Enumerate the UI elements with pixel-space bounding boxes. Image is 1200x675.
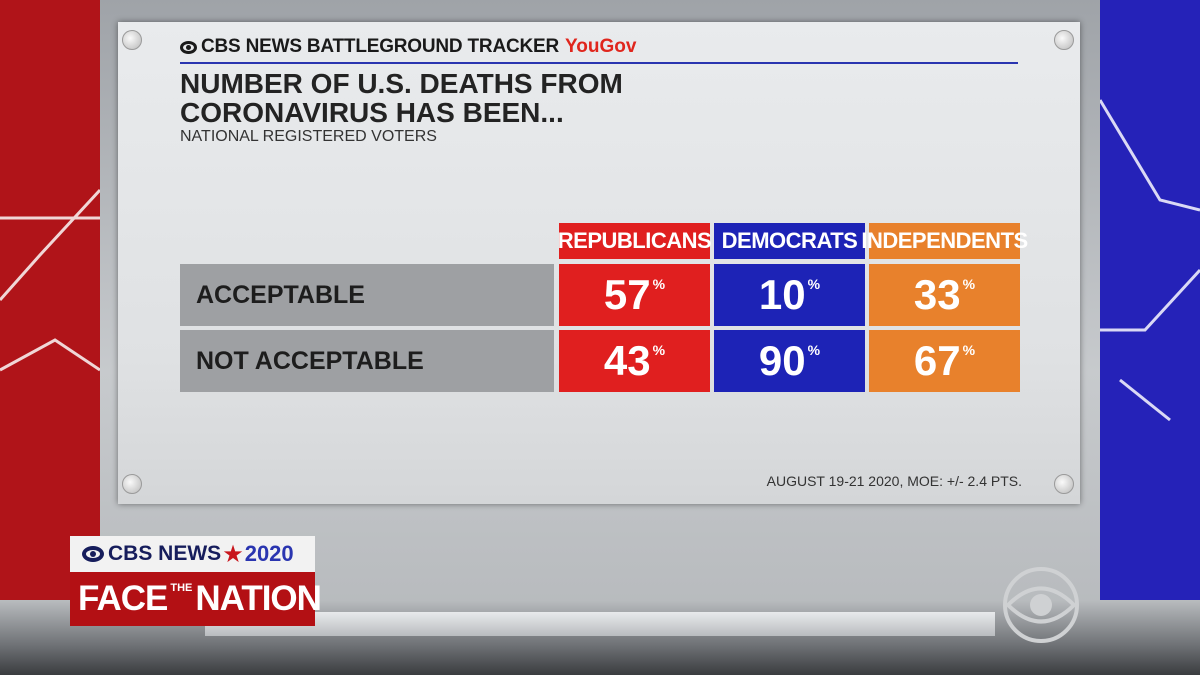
value-label: 33: [913, 271, 961, 318]
floor-strip: [205, 612, 995, 636]
star-outline-right-icon: [1100, 99, 1200, 422]
studio-red-panel: [0, 0, 100, 600]
star-icon: ★: [222, 540, 244, 568]
cbs-eye-icon: [82, 546, 104, 562]
value-cell-independents: 67%: [869, 330, 1020, 392]
lower-third-network: CBS NEWS ★ 2020: [70, 536, 315, 572]
row-label: NOT ACCEPTABLE: [180, 330, 554, 392]
star-outline-left-icon: [0, 188, 100, 372]
screw-icon: [1054, 474, 1074, 494]
column-header-independents: INDEPENDENTS: [861, 223, 1028, 259]
screw-icon: [122, 30, 142, 50]
value-label: 57: [603, 271, 651, 318]
network-name: CBS NEWS: [108, 542, 222, 565]
brand-text: CBS NEWS BATTLEGROUND TRACKER: [201, 36, 560, 57]
screw-icon: [1054, 30, 1074, 50]
graphic-board: CBS NEWS BATTLEGROUND TRACKER YouGov NUM…: [118, 22, 1080, 504]
value-cell-democrats: 10%: [714, 264, 865, 326]
value-label: 90: [758, 337, 806, 384]
footnote: AUGUST 19-21 2020, MOE: +/- 2.4 PTS.: [766, 473, 1022, 489]
chart-title: NUMBER OF U.S. DEATHS FROM CORONAVIRUS H…: [180, 69, 880, 127]
yougov-logo: YouGov: [565, 36, 637, 57]
cbs-eye-icon: [180, 40, 197, 54]
cbs-network-eye-icon: [1003, 567, 1079, 643]
screw-icon: [122, 474, 142, 494]
value-cell-independents: 33%: [869, 264, 1020, 326]
value-label: 67: [913, 337, 961, 384]
percent-sign: %: [807, 342, 821, 358]
value-cell-republicans: 43%: [559, 330, 710, 392]
election-year: 2020: [244, 541, 294, 566]
value-label: 10: [758, 271, 806, 318]
row-label: ACCEPTABLE: [180, 264, 554, 326]
percent-sign: %: [962, 342, 976, 358]
chart-subtitle: NATIONAL REGISTERED VOTERS: [180, 128, 437, 145]
column-header-republicans: REPUBLICANS: [558, 223, 712, 259]
show-title-nation: NATION: [195, 579, 322, 618]
value-cell-republicans: 57%: [559, 264, 710, 326]
header-rule: [180, 62, 1018, 64]
show-title-the: THE: [170, 582, 193, 594]
title-line-1: NUMBER OF U.S. DEATHS FROM: [180, 68, 623, 99]
percent-sign: %: [807, 276, 821, 292]
percent-sign: %: [652, 276, 666, 292]
lower-third-show: FACE THE NATION: [70, 572, 322, 626]
value-label: 43: [603, 337, 651, 384]
percent-sign: %: [962, 276, 976, 292]
column-header-democrats: DEMOCRATS: [714, 223, 865, 259]
percent-sign: %: [652, 342, 666, 358]
title-line-2: CORONAVIRUS HAS BEEN...: [180, 97, 564, 128]
value-cell-democrats: 90%: [714, 330, 865, 392]
studio-blue-panel: [1100, 0, 1200, 600]
brand-header: CBS NEWS BATTLEGROUND TRACKER YouGov: [180, 36, 636, 58]
show-title-face: FACE: [78, 579, 168, 618]
